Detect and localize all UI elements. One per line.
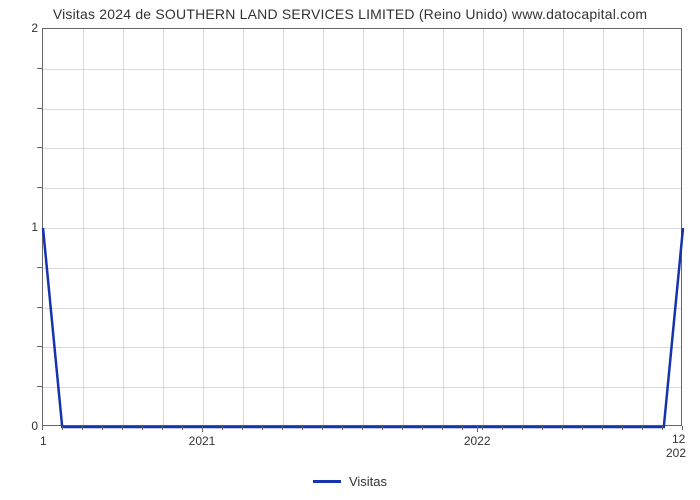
data-line bbox=[43, 29, 683, 427]
legend-swatch bbox=[313, 480, 341, 483]
x-tick-label: 2021 bbox=[189, 434, 216, 448]
y-tick-label: 2 bbox=[8, 21, 38, 35]
chart-title: Visitas 2024 de SOUTHERN LAND SERVICES L… bbox=[0, 0, 700, 22]
y-tick-label: 1 bbox=[8, 220, 38, 234]
x-left-corner-label: 1 bbox=[40, 434, 47, 448]
legend: Visitas bbox=[0, 470, 700, 489]
x-right-corner-label-bottom: 202 bbox=[666, 446, 686, 460]
plot-area bbox=[42, 28, 682, 426]
legend-label: Visitas bbox=[349, 474, 387, 489]
y-tick-label: 0 bbox=[8, 419, 38, 433]
x-tick-label: 2022 bbox=[464, 434, 491, 448]
x-right-corner-label-top: 12 bbox=[672, 432, 685, 446]
chart-container: { "chart": { "type": "line", "title": "V… bbox=[0, 0, 700, 500]
